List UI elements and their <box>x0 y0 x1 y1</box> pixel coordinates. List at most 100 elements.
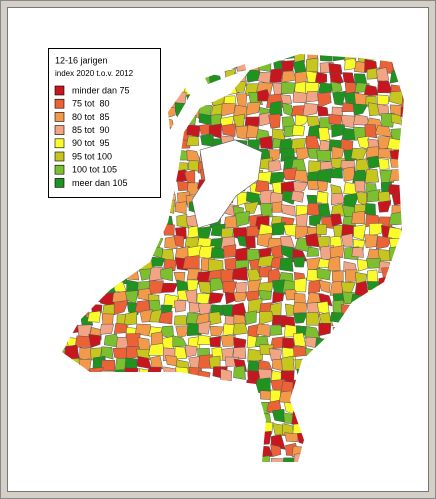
municipality <box>270 444 282 458</box>
legend-label: minder dan 75 <box>72 85 130 95</box>
municipality <box>316 149 332 162</box>
legend-title: 12-16 jarigen <box>55 55 108 65</box>
municipality <box>233 346 247 360</box>
municipality <box>281 355 295 372</box>
legend-label: 85 tot 90 <box>72 125 110 135</box>
legend: 12-16 jarigen index 2020 t.o.v. 2012 min… <box>48 48 161 198</box>
legend-label: 80 tot 85 <box>72 112 110 122</box>
municipality <box>328 113 343 126</box>
municipality <box>270 458 285 462</box>
legend-swatch <box>54 112 65 122</box>
municipality <box>231 266 249 281</box>
municipality <box>279 257 294 272</box>
municipality <box>87 310 101 323</box>
municipality <box>316 180 328 193</box>
municipality <box>366 67 380 80</box>
ijsselmeer <box>191 139 263 229</box>
legend-subtitle: index 2020 t.o.v. 2012 <box>55 69 134 78</box>
municipality <box>343 166 355 182</box>
municipality <box>305 311 321 326</box>
municipality <box>293 54 306 63</box>
municipality <box>208 311 222 326</box>
municipality <box>148 343 165 356</box>
municipality <box>364 234 378 249</box>
municipality <box>377 200 392 213</box>
municipality <box>272 291 285 304</box>
municipality <box>174 201 187 215</box>
municipality <box>282 457 296 462</box>
municipality <box>281 70 297 83</box>
municipality <box>197 226 212 241</box>
municipality <box>244 310 257 325</box>
municipality <box>197 334 211 345</box>
municipality <box>233 365 246 380</box>
municipality <box>378 158 390 170</box>
municipality <box>174 299 187 313</box>
municipality <box>209 335 221 347</box>
municipality <box>368 223 384 237</box>
municipality <box>124 311 138 326</box>
legend-label: meer dan 105 <box>72 178 128 188</box>
legend-label: 100 tot 105 <box>72 165 117 175</box>
municipality <box>330 81 343 94</box>
municipality <box>220 335 236 347</box>
municipality <box>160 267 173 282</box>
municipality <box>209 325 225 337</box>
legend-label: 95 tot 100 <box>72 151 112 161</box>
municipality <box>331 146 345 160</box>
municipality <box>247 348 263 363</box>
municipality <box>259 290 272 301</box>
municipality <box>316 223 328 235</box>
municipality <box>327 255 341 272</box>
municipality <box>151 256 166 267</box>
municipality <box>355 271 368 285</box>
municipality <box>376 94 389 106</box>
municipality <box>400 106 404 118</box>
municipality <box>318 279 331 294</box>
municipality <box>292 256 306 268</box>
municipality <box>186 124 201 138</box>
municipality <box>113 300 129 316</box>
municipality <box>316 168 332 184</box>
municipality <box>330 192 345 206</box>
municipality <box>314 71 328 86</box>
municipality <box>174 315 188 326</box>
municipality <box>306 57 319 73</box>
municipality <box>244 201 260 215</box>
municipality <box>74 335 92 349</box>
municipality <box>294 277 307 293</box>
municipality <box>280 204 296 217</box>
municipality <box>221 123 236 137</box>
legend-swatch <box>54 178 65 188</box>
municipality <box>364 124 378 139</box>
municipality <box>207 258 224 272</box>
municipality <box>365 257 381 269</box>
municipality <box>305 91 319 103</box>
municipality <box>330 167 343 179</box>
municipality <box>101 359 116 371</box>
municipality <box>268 113 281 129</box>
municipality <box>366 155 381 169</box>
municipality <box>255 323 270 338</box>
municipality <box>318 127 331 142</box>
municipality <box>162 259 177 272</box>
municipality <box>182 255 200 269</box>
municipality <box>302 102 319 117</box>
municipality <box>268 160 282 173</box>
legend-label: 90 tot 95 <box>72 138 110 148</box>
legend-swatch <box>54 98 65 109</box>
municipality <box>210 247 225 259</box>
municipality <box>150 355 164 371</box>
municipality <box>280 245 295 259</box>
municipality <box>316 105 329 117</box>
municipality <box>260 202 273 218</box>
municipality <box>198 321 211 335</box>
municipality <box>353 60 367 73</box>
municipality <box>245 102 261 116</box>
municipality <box>375 235 393 250</box>
municipality <box>290 190 305 203</box>
municipality <box>271 201 283 213</box>
municipality <box>158 311 173 325</box>
municipality <box>186 135 200 146</box>
